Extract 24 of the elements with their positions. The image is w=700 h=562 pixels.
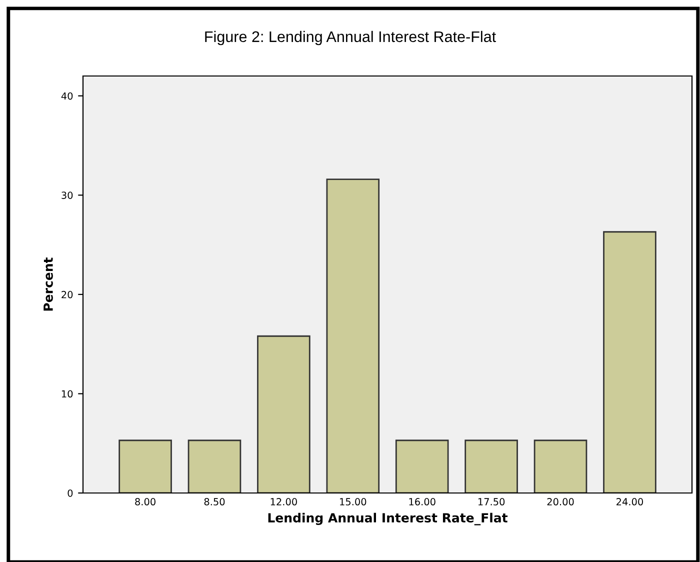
y-tick-label: 40 <box>61 92 73 100</box>
y-tick-label: 30 <box>62 192 73 199</box>
y-tick-label: 20 <box>62 290 73 298</box>
x-tick-label: 8.50 <box>204 498 225 506</box>
bar <box>603 231 656 493</box>
y-tick-label: 10 <box>62 390 73 398</box>
x-tick-label: 20.00 <box>547 498 574 506</box>
bar <box>395 440 449 493</box>
x-tick-label: 16.00 <box>409 498 436 506</box>
bar <box>188 440 242 493</box>
chart-title: Figure 2: Lending Annual Interest Rate-Flat <box>205 30 496 46</box>
x-tick-label: 15.00 <box>340 498 366 506</box>
y-axis-title: Percent <box>44 258 53 311</box>
bar <box>326 178 380 493</box>
bar <box>257 335 310 493</box>
x-tick-label: 8.00 <box>135 498 156 506</box>
x-tick-label: 24.00 <box>616 498 643 506</box>
bar <box>464 440 518 493</box>
bar <box>534 440 588 493</box>
y-tick-label: 0 <box>68 489 73 497</box>
bar <box>118 440 172 493</box>
x-axis-title: Lending Annual Interest Rate_Flat <box>268 512 508 526</box>
x-tick-label: 12.00 <box>270 498 297 506</box>
x-tick-label: 17.50 <box>478 498 505 506</box>
